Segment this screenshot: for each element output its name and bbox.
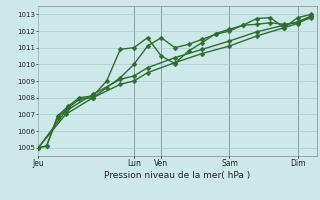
X-axis label: Pression niveau de la mer( hPa ): Pression niveau de la mer( hPa ) <box>104 171 251 180</box>
